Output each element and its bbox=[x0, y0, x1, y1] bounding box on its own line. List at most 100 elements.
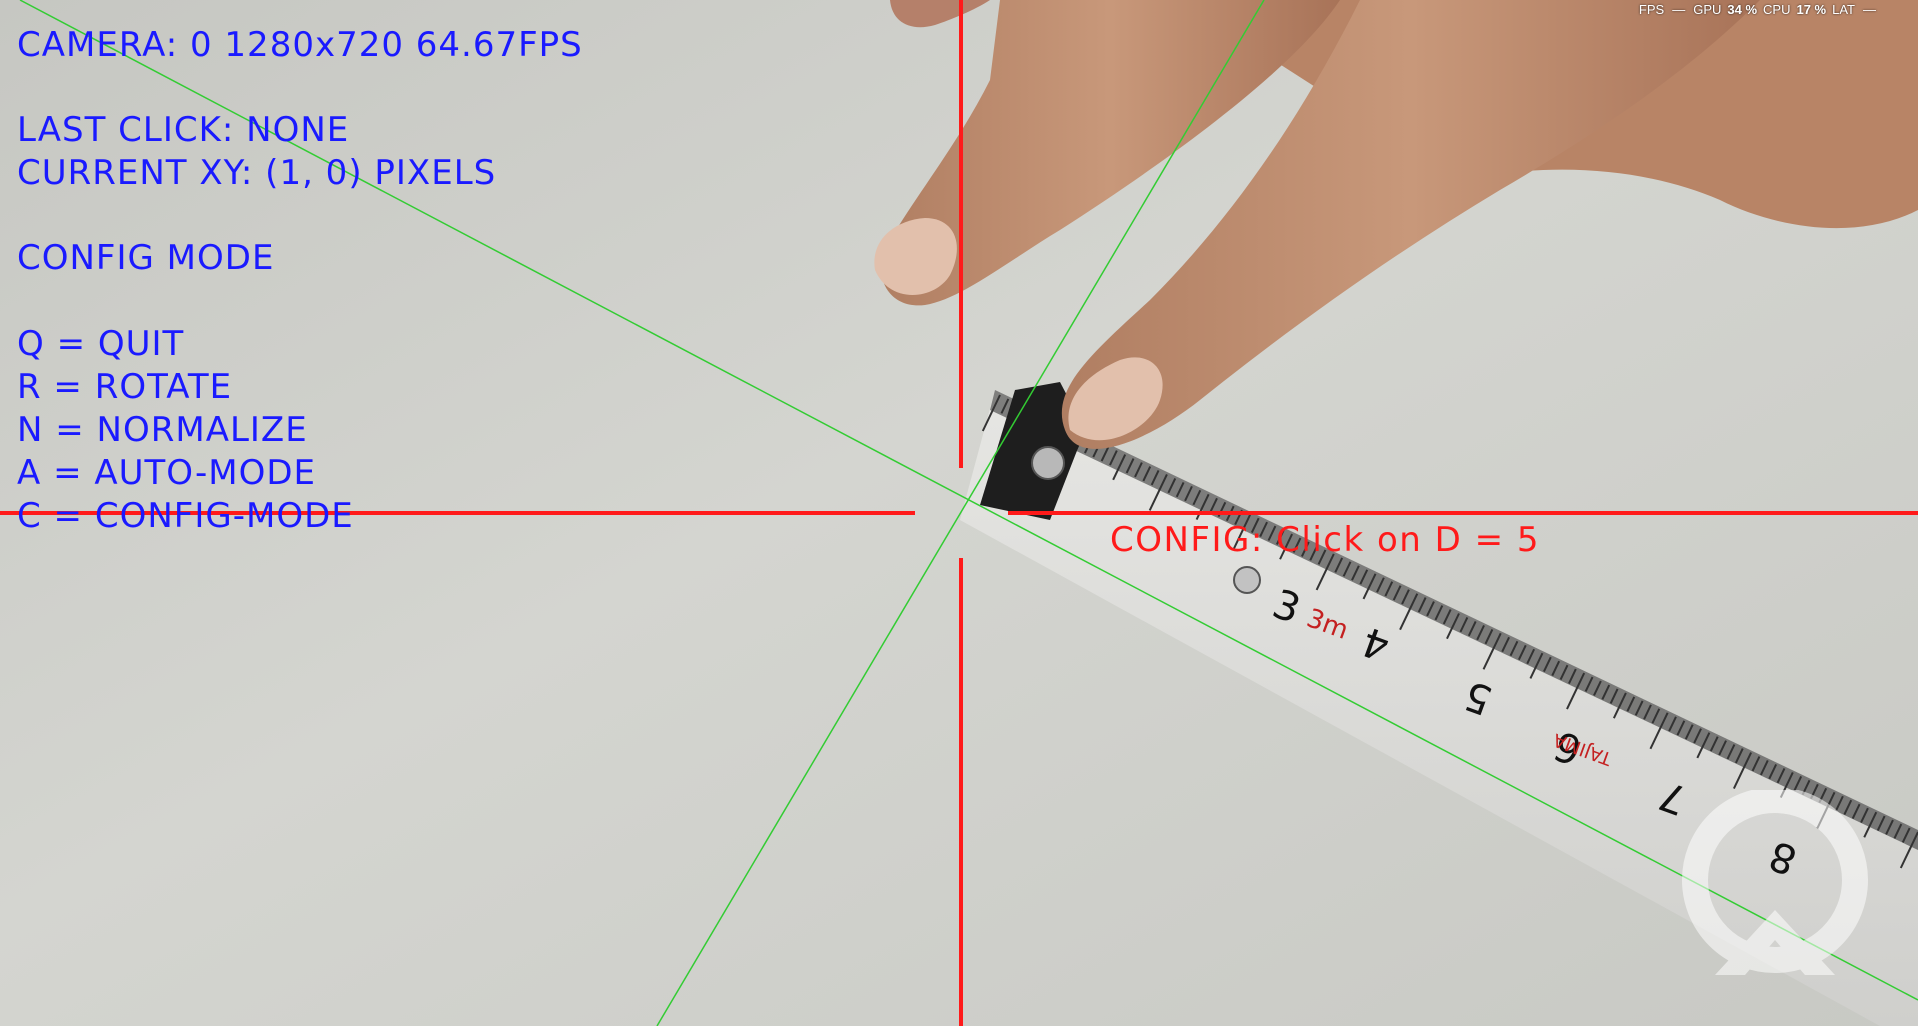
tape-tick bbox=[1768, 764, 1778, 780]
last-click-readout: LAST CLICK: NONE bbox=[17, 110, 350, 150]
camera-info: CAMERA: 0 1280x720 64.67FPS bbox=[17, 25, 583, 65]
tape-tick bbox=[1362, 573, 1377, 600]
finger-middle bbox=[881, 0, 1340, 306]
tape-tick bbox=[1612, 692, 1627, 719]
tape-tick bbox=[1509, 640, 1519, 657]
tape-tick bbox=[1559, 664, 1569, 680]
tape-tick bbox=[1482, 632, 1502, 670]
tape-tick bbox=[1209, 497, 1218, 514]
tape-tick bbox=[1434, 605, 1444, 621]
tape-tick bbox=[1634, 700, 1644, 716]
tape-tick bbox=[1851, 803, 1861, 820]
tape-tick bbox=[1751, 756, 1761, 772]
fingernail-index bbox=[1068, 357, 1163, 441]
performance-overlay: FPS — GPU 34 % CPU 17 % LAT — bbox=[1639, 0, 1878, 18]
tape-tick bbox=[1649, 712, 1669, 750]
tape-tick bbox=[1334, 557, 1344, 573]
tape-tick bbox=[1835, 795, 1844, 812]
tape-tick bbox=[1109, 450, 1118, 466]
tape-blade bbox=[960, 390, 1918, 1026]
tape-tick bbox=[1134, 462, 1143, 478]
mode-label: CONFIG MODE bbox=[17, 238, 275, 278]
tape-tick bbox=[1643, 704, 1652, 720]
hand bbox=[874, 0, 1918, 449]
tape-tick bbox=[1467, 621, 1477, 637]
tape-tick bbox=[1693, 728, 1702, 744]
fps-label: FPS bbox=[1638, 1, 1665, 17]
tape-tick bbox=[1863, 811, 1878, 838]
finger-ring bbox=[890, 0, 990, 28]
tape-tick bbox=[1150, 470, 1160, 486]
tape-tick bbox=[1476, 624, 1485, 641]
tape-tick bbox=[1459, 617, 1469, 633]
tape-tick bbox=[1426, 601, 1435, 617]
tape-tick bbox=[1392, 585, 1402, 601]
tape-tick bbox=[1668, 716, 1677, 732]
tape-tick bbox=[1860, 807, 1869, 823]
tape-tick bbox=[1167, 477, 1177, 494]
tape-tick bbox=[1709, 736, 1719, 752]
tape-tick bbox=[1351, 565, 1360, 581]
tape-tick bbox=[981, 394, 1001, 432]
tape-tick bbox=[1876, 815, 1886, 831]
tape-tick bbox=[1442, 609, 1452, 625]
tape-tick bbox=[1275, 529, 1285, 545]
gpu-label: GPU bbox=[1693, 1, 1722, 17]
tape-tick bbox=[1359, 569, 1369, 585]
tape-tick bbox=[1317, 549, 1327, 565]
tape-tick bbox=[1593, 680, 1602, 696]
tape-tick bbox=[1543, 656, 1552, 673]
tape-tick bbox=[1517, 644, 1527, 661]
key-hint-rotate: R = ROTATE bbox=[17, 367, 233, 407]
key-hint-quit: Q = QUIT bbox=[17, 324, 185, 364]
tape-tick bbox=[1292, 537, 1302, 553]
tape-tick bbox=[1776, 768, 1786, 784]
finger-index bbox=[1061, 0, 1760, 449]
tape-tick bbox=[1718, 740, 1727, 756]
tape-tick bbox=[1843, 799, 1853, 816]
key-hint-normalize: N = NORMALIZE bbox=[17, 410, 308, 450]
tape-tick bbox=[1267, 525, 1277, 541]
tape-tick bbox=[1759, 760, 1769, 776]
fingernail-middle bbox=[874, 218, 957, 295]
tape-tick bbox=[1125, 458, 1135, 474]
tape-tick bbox=[1568, 668, 1577, 684]
tape-tick bbox=[1250, 517, 1260, 533]
tape-tick bbox=[1148, 474, 1168, 511]
tape-tick bbox=[1417, 597, 1427, 613]
streaming-app-logo-icon bbox=[1682, 790, 1868, 975]
tape-tick bbox=[1893, 823, 1903, 839]
tape-measure: 3 3m 4 5 6 TAJIMA 7 8 bbox=[960, 382, 1918, 1026]
tape-tick bbox=[1609, 688, 1619, 704]
tape-tick bbox=[1526, 648, 1536, 665]
tape-tick bbox=[1100, 446, 1110, 462]
guide-lines bbox=[19, 0, 1918, 1026]
tape-tick bbox=[1651, 708, 1661, 724]
tape-tick bbox=[1676, 720, 1686, 736]
fps-value: — bbox=[1672, 1, 1686, 17]
tape-tick bbox=[1684, 724, 1694, 740]
tape-tick bbox=[1551, 660, 1561, 677]
tape-tick bbox=[1000, 398, 1010, 414]
tape-hook bbox=[980, 382, 1085, 520]
lat-value: — bbox=[1863, 1, 1876, 17]
tape-tick bbox=[1734, 748, 1744, 764]
tape-tick bbox=[1142, 466, 1152, 482]
tape-tick bbox=[1184, 485, 1193, 502]
tape-tick bbox=[1399, 593, 1419, 631]
tape-tick bbox=[1899, 831, 1918, 869]
tape-tick bbox=[1300, 541, 1310, 557]
tape-rivet-large bbox=[1031, 446, 1065, 480]
tape-tick bbox=[1446, 613, 1460, 640]
key-hint-config-mode: C = CONFIG-MODE bbox=[17, 496, 354, 536]
tape-tick bbox=[1195, 493, 1210, 520]
tape-tick bbox=[1566, 672, 1586, 710]
tape-tick bbox=[1696, 732, 1711, 759]
tape-edge-ticks bbox=[990, 390, 1918, 850]
tape-tick bbox=[1501, 636, 1510, 653]
tape-tick bbox=[1793, 775, 1803, 792]
tape-tick bbox=[1732, 752, 1752, 789]
